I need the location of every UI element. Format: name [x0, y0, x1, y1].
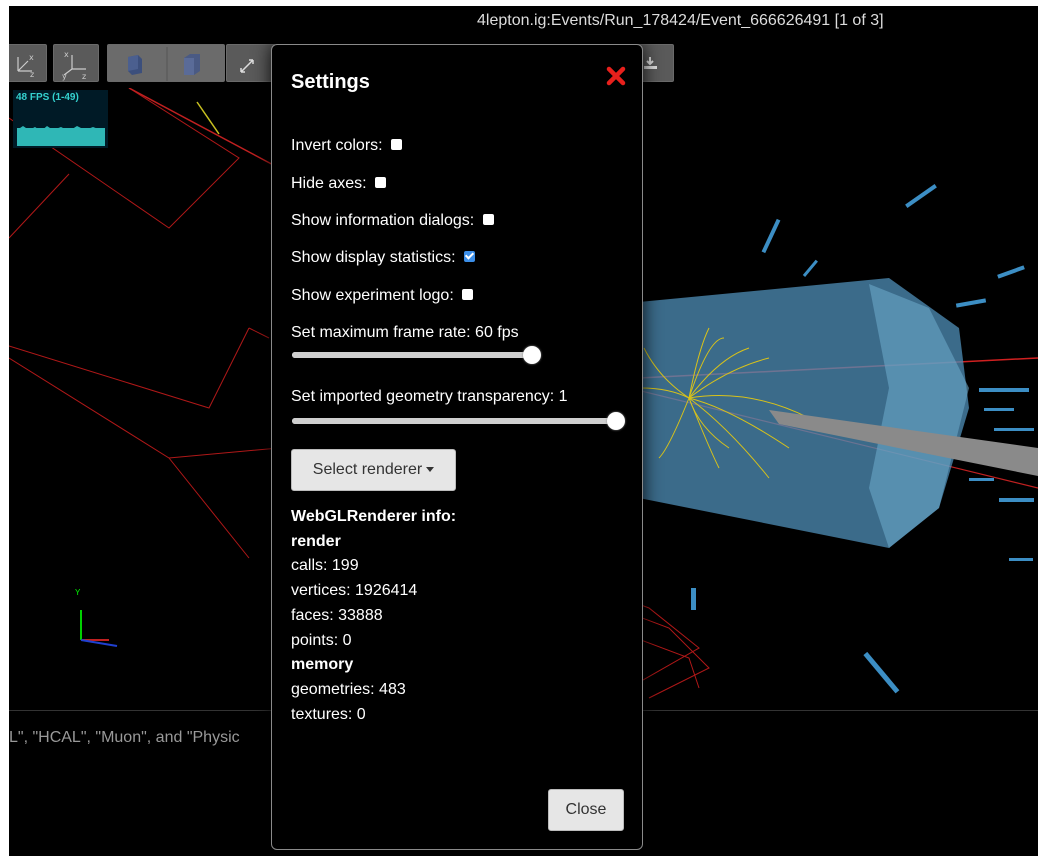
download-icon — [644, 57, 657, 69]
event-title: 4lepton.ig:Events/Run_178424/Event_66662… — [477, 12, 884, 29]
perspective-cube-icon — [128, 55, 142, 75]
frame-rate-label: Set maximum frame rate: 60 fps — [291, 324, 519, 341]
svg-text:z: z — [82, 72, 86, 81]
beam-pipe — [769, 410, 1038, 476]
svg-text:x: x — [29, 53, 34, 62]
calorimeter-hits — [569, 184, 1034, 694]
orthographic-cube-icon — [184, 54, 200, 75]
memory-geometries: geometries: 483 — [291, 680, 406, 698]
frame-rate-slider-fill — [292, 352, 532, 358]
option-label: Invert colors: — [291, 137, 383, 154]
view-yz-icon: x y z — [62, 50, 86, 81]
view-xz-button[interactable]: x z — [9, 44, 47, 82]
view-yz-button[interactable]: x y z — [53, 44, 99, 82]
event-scene — [9, 88, 1038, 699]
show-info-dialogs-option: Show information dialogs: — [291, 212, 494, 230]
render-calls: calls: 199 — [291, 557, 359, 575]
transparency-label: Set imported geometry transparency: 1 — [291, 388, 568, 405]
svg-text:y: y — [62, 72, 67, 81]
fullscreen-icon — [240, 59, 254, 73]
hide-axes-checkbox[interactable] — [375, 176, 387, 188]
show-display-statistics-checkbox[interactable] — [463, 250, 475, 262]
close-icon[interactable] — [605, 65, 627, 87]
transparency-slider-thumb[interactable] — [607, 412, 625, 430]
download-button[interactable] — [637, 44, 674, 82]
axis-y-label: Y — [75, 588, 81, 597]
invert-colors-checkbox[interactable] — [391, 138, 403, 150]
option-label: Hide axes: — [291, 175, 367, 192]
information-text: L", "HCAL", "Muon", and "Physic — [9, 729, 240, 746]
select-renderer-button[interactable]: Select renderer — [291, 449, 456, 491]
fullscreen-button[interactable] — [226, 44, 276, 82]
frame-rate-slider-thumb[interactable] — [523, 346, 541, 364]
title-bar: 4lepton.ig:Events/Run_178424/Event_66662… — [9, 6, 1038, 38]
show-info-dialogs-checkbox[interactable] — [482, 213, 494, 225]
invert-colors-option: Invert colors: — [291, 137, 403, 155]
memory-heading: memory — [291, 656, 354, 674]
svg-text:z: z — [30, 70, 34, 79]
show-display-statistics-option: Show display statistics: — [291, 249, 475, 267]
transparency-slider[interactable] — [292, 412, 625, 430]
frame-rate-slider[interactable] — [292, 346, 541, 364]
transparency-slider-fill — [292, 418, 616, 424]
option-label: Show information dialogs: — [291, 212, 475, 229]
fps-readout: 48 FPS (1-49) — [16, 92, 79, 103]
settings-title: Settings — [291, 71, 370, 93]
option-label: Show experiment logo: — [291, 287, 454, 304]
show-experiment-logo-option: Show experiment logo: — [291, 287, 474, 305]
settings-dialog: Settings Invert colors: Hide axes: Show … — [271, 44, 643, 850]
caret-down-icon — [426, 467, 435, 473]
select-renderer-label: Select renderer — [312, 461, 423, 478]
render-vertices: vertices: 1926414 — [291, 582, 418, 600]
view-xz-icon: x z — [17, 53, 34, 79]
option-label: Show display statistics: — [291, 249, 456, 266]
renderer-info-heading: WebGLRenderer info: — [291, 508, 457, 525]
show-experiment-logo-checkbox[interactable] — [462, 288, 474, 300]
render-heading: render — [291, 532, 341, 550]
particle-tracks — [640, 327, 810, 479]
render-points: points: 0 — [291, 631, 352, 649]
display-statistics-panel: 48 FPS (1-49) — [13, 90, 108, 148]
renderer-info: WebGLRenderer info: render calls: 199 ve… — [291, 505, 456, 727]
memory-textures: textures: 0 — [291, 705, 366, 723]
hide-axes-option: Hide axes: — [291, 175, 387, 193]
close-button[interactable]: Close — [548, 789, 624, 831]
fps-graph — [17, 126, 105, 146]
projection-button-group — [107, 44, 225, 82]
axes-indicator — [80, 610, 118, 647]
render-faces: faces: 33888 — [291, 606, 383, 624]
svg-text:x: x — [64, 50, 69, 59]
